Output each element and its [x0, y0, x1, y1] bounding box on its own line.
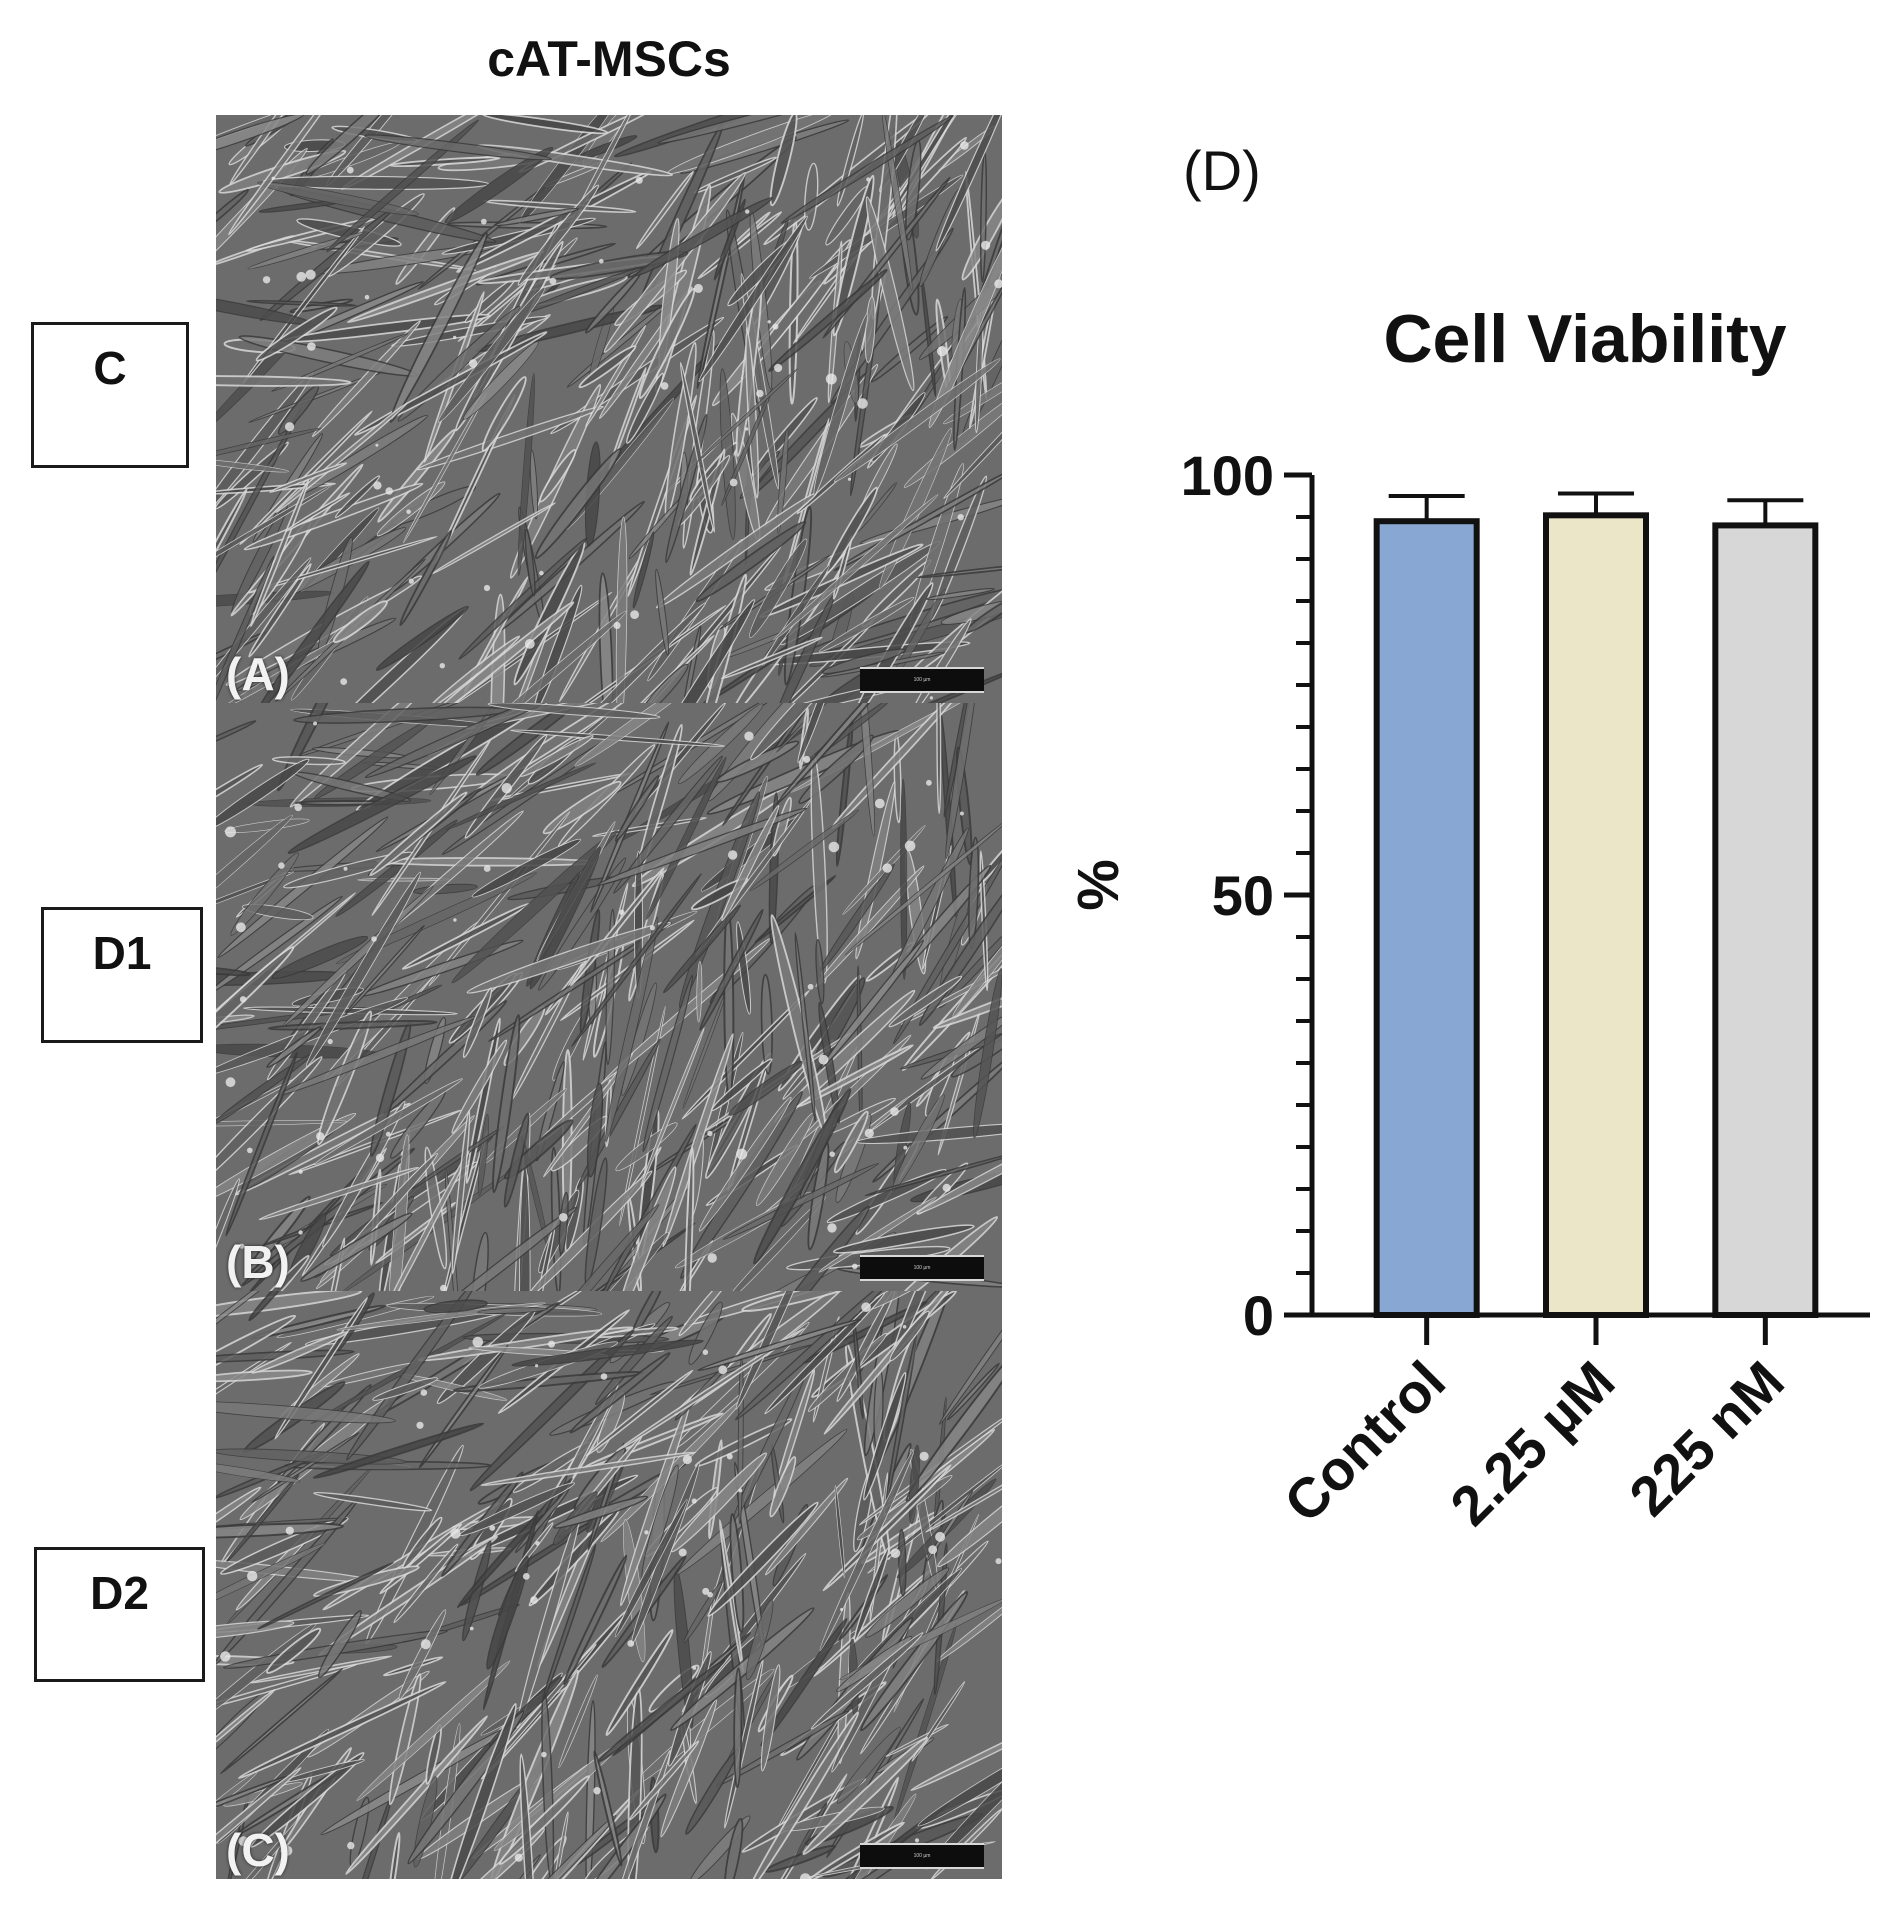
scale-bar: 100 µm: [860, 667, 984, 693]
panel-letter-b: (B): [226, 1236, 290, 1288]
cell-texture: [216, 115, 1002, 703]
panel-d-label: (D): [1183, 139, 1261, 202]
y-tick-label: 100: [1181, 444, 1274, 507]
scale-bar-label: 100 µm: [913, 677, 931, 683]
micrograph-c: (C) 100 µm: [216, 1291, 1002, 1879]
cell-texture: [216, 703, 1002, 1291]
x-tick-label: 225 nM: [1617, 1349, 1796, 1528]
cell-texture: [216, 1291, 1002, 1879]
panel-letter-a: (A): [226, 648, 290, 700]
y-axis-label: %: [1066, 859, 1131, 911]
bar: [1712, 522, 1819, 1318]
panel-letter-c: (C): [226, 1824, 290, 1876]
bar: [1373, 518, 1480, 1318]
x-tick-label: Control: [1272, 1349, 1457, 1534]
column-title: cAT-MSCs: [487, 31, 731, 87]
group-label-d2: D2: [34, 1547, 205, 1682]
y-tick-label: 0: [1243, 1284, 1274, 1347]
chart-title: Cell Viability: [1383, 301, 1786, 377]
micrograph-a: (A) 100 µm: [216, 115, 1002, 703]
scale-bar-label: 100 µm: [913, 1265, 931, 1271]
scale-bar: 100 µm: [860, 1843, 984, 1869]
group-label-c: C: [31, 322, 189, 468]
group-label-d1: D1: [41, 907, 203, 1043]
bar: [1543, 512, 1649, 1318]
y-tick-label: 50: [1212, 864, 1274, 927]
scale-bar-label: 100 µm: [913, 1853, 931, 1859]
scale-bar: 100 µm: [860, 1255, 984, 1281]
x-tick-label: 2.25 µM: [1438, 1349, 1626, 1537]
micrograph-b: (B) 100 µm: [216, 703, 1002, 1291]
